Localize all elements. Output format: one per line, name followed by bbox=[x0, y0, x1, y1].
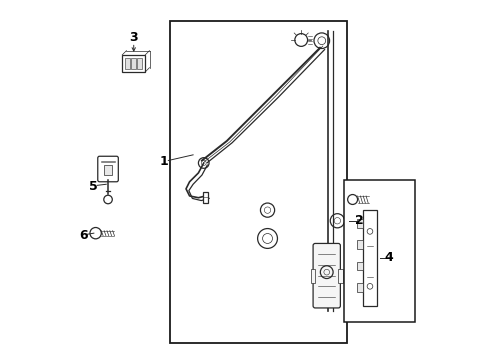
Text: 6: 6 bbox=[80, 229, 88, 242]
FancyBboxPatch shape bbox=[98, 156, 118, 182]
Bar bbox=[338, 269, 342, 283]
Bar bbox=[356, 261, 363, 270]
Text: 4: 4 bbox=[384, 252, 393, 265]
Bar bbox=[356, 283, 363, 292]
Text: 3: 3 bbox=[129, 31, 138, 44]
Bar bbox=[310, 269, 315, 283]
Bar bbox=[131, 58, 135, 69]
Bar bbox=[125, 58, 129, 69]
Text: 1: 1 bbox=[160, 155, 168, 168]
Text: 2: 2 bbox=[354, 214, 363, 227]
FancyBboxPatch shape bbox=[312, 243, 340, 308]
Bar bbox=[356, 219, 363, 228]
Bar bbox=[363, 210, 376, 306]
Bar bbox=[202, 192, 208, 203]
Bar bbox=[103, 165, 112, 175]
Bar bbox=[343, 180, 414, 322]
Bar bbox=[137, 58, 142, 69]
Bar bbox=[356, 240, 363, 249]
Bar bbox=[170, 21, 346, 343]
Text: 5: 5 bbox=[89, 180, 97, 193]
Bar bbox=[122, 55, 145, 72]
